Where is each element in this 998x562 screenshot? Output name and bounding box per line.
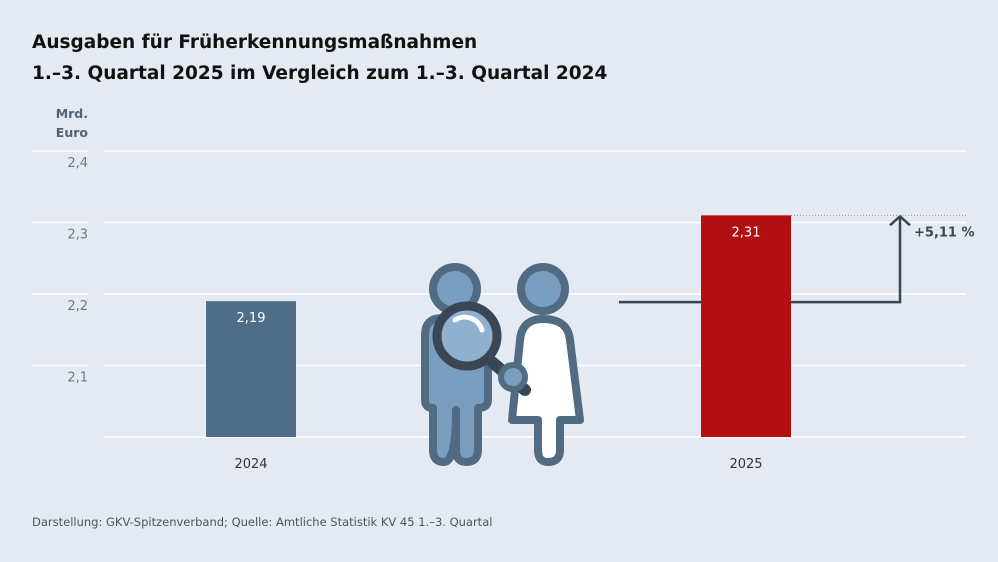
x-tick-label: 2024 <box>234 457 267 472</box>
bar-value-label: 2,31 <box>732 225 761 240</box>
bar-value-label: 2,19 <box>237 311 266 326</box>
people-with-magnifier-icon <box>421 263 584 466</box>
source-note: Darstellung: GKV-Spitzenverband; Quelle:… <box>32 515 493 529</box>
y-tick-label: 2,2 <box>67 299 88 314</box>
y-axis-label: Mrd. Euro <box>40 104 88 142</box>
y-axis-label-line-1: Mrd. <box>55 106 88 121</box>
bar-2025 <box>701 215 791 437</box>
y-tick-label: 2,4 <box>67 156 88 171</box>
title-line-2: 1.–3. Quartal 2025 im Vergleich zum 1.–3… <box>32 63 608 84</box>
bar-2024 <box>206 301 296 437</box>
title-line-1: Ausgaben für Früherkennungsmaßnahmen <box>32 32 478 53</box>
change-label: +5,11 % <box>914 225 975 240</box>
y-tick-label: 2,3 <box>67 228 88 243</box>
y-tick-label: 2,1 <box>67 371 88 386</box>
chart-title: Ausgaben für Früherkennungsmaßnahmen 1.–… <box>32 27 607 89</box>
y-axis-label-line-2: Euro <box>55 125 88 140</box>
arrow-head-icon <box>889 214 911 227</box>
x-tick-label: 2025 <box>729 457 762 472</box>
change-arrow <box>791 216 902 304</box>
